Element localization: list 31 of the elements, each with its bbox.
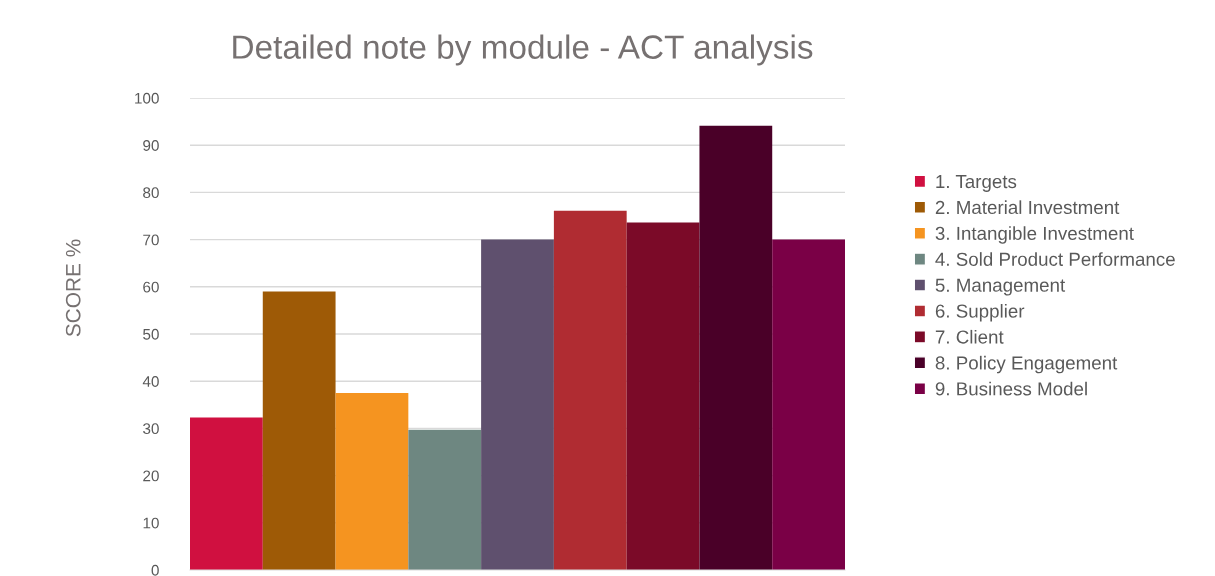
legend-label: 6. Supplier xyxy=(935,303,1025,322)
legend-label: 7. Client xyxy=(935,329,1004,344)
bar xyxy=(553,210,627,570)
bar xyxy=(626,222,700,570)
y-tick-label: 90 xyxy=(143,140,159,151)
legend-label: 9. Business Model xyxy=(935,381,1087,396)
legend-label: 2. Material Investment xyxy=(935,200,1120,215)
y-tick-label: 50 xyxy=(143,328,159,340)
y-tick-label: 100 xyxy=(135,92,159,104)
legend-label: 5. Management xyxy=(935,278,1066,296)
bar xyxy=(262,291,336,570)
legend-label: 1. Targets xyxy=(936,175,1017,192)
y-tick-label: 10 xyxy=(143,517,159,529)
bar xyxy=(190,417,263,570)
bar xyxy=(335,393,409,570)
y-axis-title: SCORE % xyxy=(65,239,81,337)
legend-label: 8. Policy Engagement xyxy=(935,355,1118,374)
y-tick-label: 20 xyxy=(143,470,159,482)
bar xyxy=(699,125,773,570)
bar xyxy=(408,429,482,570)
bar xyxy=(481,239,554,570)
y-tick-label: 80 xyxy=(143,187,159,199)
y-tick-label: 60 xyxy=(143,281,159,293)
bar xyxy=(772,239,845,570)
y-tick-label: 70 xyxy=(143,234,159,246)
y-tick-label: 30 xyxy=(143,423,159,435)
legend-label: 4. Sold Product Performance xyxy=(935,252,1175,266)
y-tick-label: 0 xyxy=(151,564,159,576)
legend-label: 3. Intangible Investment xyxy=(935,226,1134,244)
y-tick-label: 40 xyxy=(142,376,159,387)
chart-title: Detailed note by module - ACT analysis xyxy=(233,34,813,66)
